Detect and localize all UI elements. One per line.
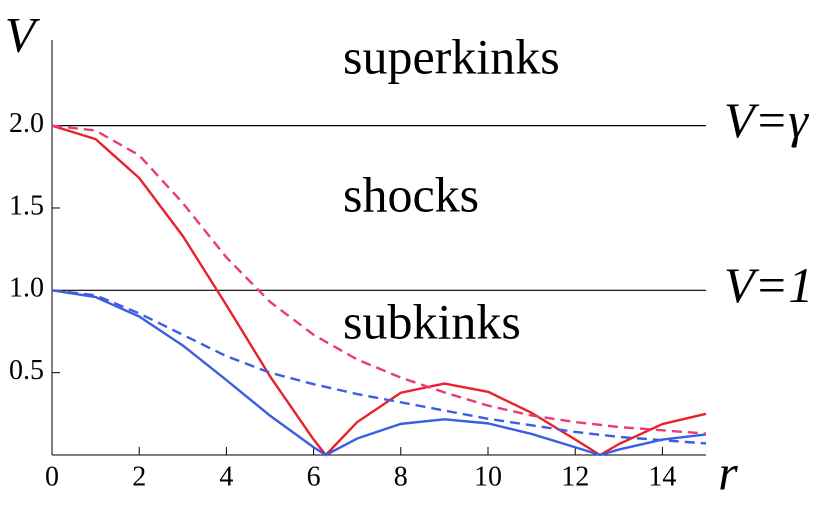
line-series xyxy=(51,124,707,435)
line-series xyxy=(51,289,707,445)
reference-label: V=γ xyxy=(724,92,809,148)
reference-label: V=1 xyxy=(724,257,813,313)
x-tick-label: 12 xyxy=(561,461,589,492)
line-series xyxy=(51,289,707,457)
x-tick-label: 10 xyxy=(474,461,502,492)
x-tick-label: 6 xyxy=(307,461,321,492)
y-tick-label: 1.5 xyxy=(9,190,44,221)
x-axis-label: r xyxy=(718,444,738,500)
x-tick-label: 2 xyxy=(132,461,146,492)
region-label: superkinks xyxy=(343,28,560,84)
y-axis-label: V xyxy=(5,6,41,62)
y-tick-label: 2.0 xyxy=(9,108,44,139)
x-tick-label: 0 xyxy=(45,461,59,492)
region-label: subkinks xyxy=(343,293,521,349)
x-tick-label: 8 xyxy=(394,461,408,492)
y-tick-label: 0.5 xyxy=(9,355,44,386)
region-label: shocks xyxy=(343,166,479,222)
y-tick-label: 1.0 xyxy=(9,273,44,304)
x-tick-label: 14 xyxy=(648,461,676,492)
x-tick-label: 4 xyxy=(219,461,233,492)
